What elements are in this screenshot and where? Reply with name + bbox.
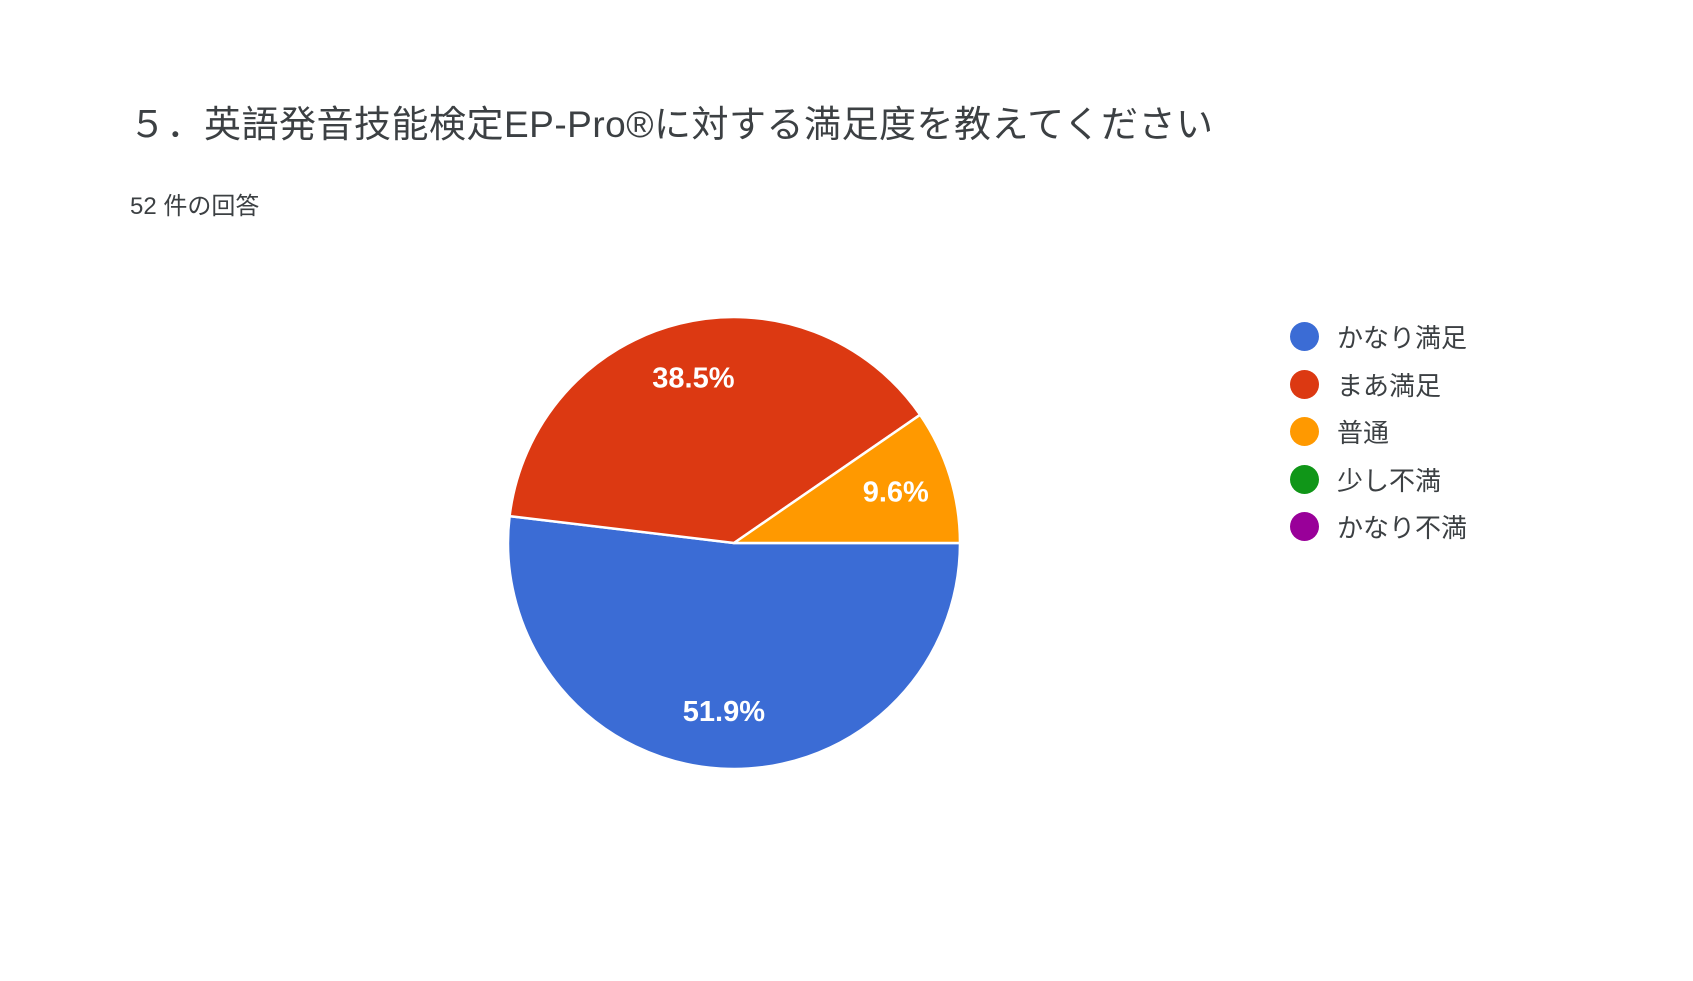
pie-slice-percent-label: 38.5% [652,362,734,394]
question-title: ５．英語発音技能検定EP-Pro®に対する満足度を教えてください [129,104,1214,145]
legend-label: 少し不満 [1337,465,1442,496]
legend-dot-icon [1290,512,1319,542]
pie-slice-普通[interactable] [732,413,962,545]
legend-item: 少し不満 [1290,456,1467,504]
pie-chart: 51.9% 38.5% 9.6% [506,315,962,771]
pie-slice-percent-label: 51.9% [683,696,765,728]
pie-slice-かなり満足[interactable] [506,514,962,771]
legend-item: かなり不満 [1290,503,1467,551]
legend-item: 普通 [1290,408,1467,456]
legend-item: まあ満足 [1290,361,1467,409]
legend-label: かなり満足 [1337,323,1468,354]
legend-dot-icon [1290,369,1319,399]
legend-dot-icon [1290,464,1319,494]
chart-legend: かなり満足まあ満足普通少し不満かなり不満 [1290,313,1467,551]
response-count: 52 件の回答 [130,193,260,220]
pie-slice-percent-label: 9.6% [863,477,929,509]
legend-label: 普通 [1337,418,1390,449]
legend-dot-icon [1290,417,1319,447]
legend-dot-icon [1290,322,1319,352]
legend-label: まあ満足 [1337,370,1442,401]
legend-label: かなり不満 [1337,513,1468,544]
pie-slice-まあ満足[interactable] [508,315,922,545]
legend-item: かなり満足 [1290,313,1467,361]
